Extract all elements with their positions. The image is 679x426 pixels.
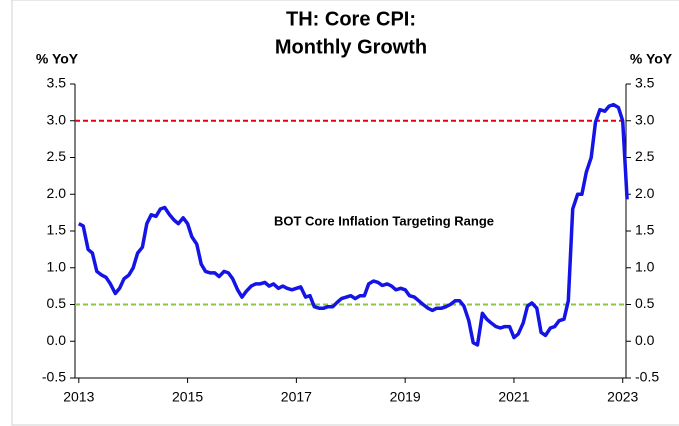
y2-tick-label: 2.5: [635, 148, 655, 164]
y-tick-label: 0.5: [47, 295, 67, 311]
y-tick-label: 0.0: [47, 332, 67, 348]
y-tick-label: 3.0: [47, 111, 67, 127]
y2-tick-label: 0.0: [635, 332, 655, 348]
y2-tick-label: 1.5: [635, 222, 655, 238]
y2-tick-label: 3.0: [635, 111, 655, 127]
y-tick-label: -0.5: [42, 369, 66, 385]
chart-title: TH: Core CPI:: [286, 8, 416, 30]
frame: [11, 0, 679, 426]
y-tick-label: 3.5: [47, 75, 67, 91]
y2-tick-label: 1.0: [635, 258, 655, 274]
x-tick-label: 2013: [63, 389, 94, 405]
y2-tick-label: -0.5: [635, 369, 659, 385]
y-axis-label: % YoY: [36, 51, 79, 67]
y-tick-label: 2.5: [47, 148, 67, 164]
y-tick-label: 1.0: [47, 258, 67, 274]
x-tick-label: 2015: [172, 389, 203, 405]
x-tick-label: 2023: [607, 389, 638, 405]
y-tick-label: 1.5: [47, 222, 67, 238]
chart-title: Monthly Growth: [275, 36, 427, 58]
y2-tick-label: 3.5: [635, 75, 655, 91]
y2-tick-label: 0.5: [635, 295, 655, 311]
x-tick-label: 2019: [390, 389, 421, 405]
x-tick-label: 2021: [498, 389, 529, 405]
annotation: BOT Core Inflation Targeting Range: [274, 213, 494, 228]
line-series: [78, 102, 629, 347]
x-tick-label: 2017: [281, 389, 312, 405]
y-tick-label: 2.0: [47, 185, 67, 201]
y2-tick-label: 2.0: [635, 185, 655, 201]
y2-axis-label: % YoY: [630, 51, 673, 67]
